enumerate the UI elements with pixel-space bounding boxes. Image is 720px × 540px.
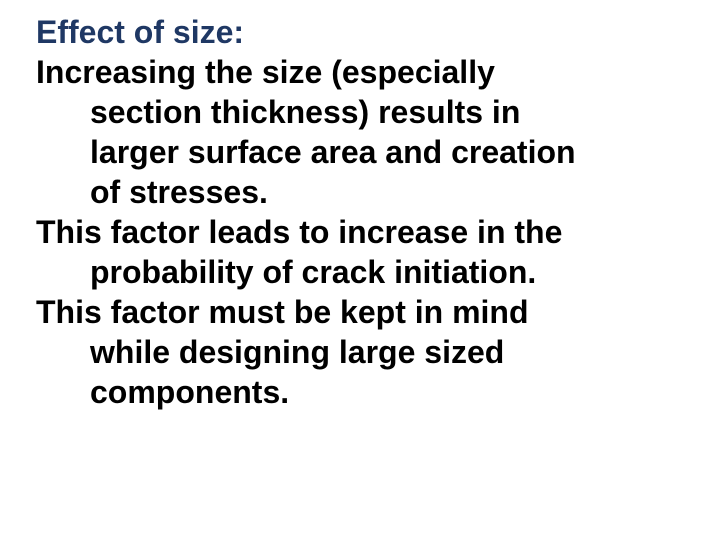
paragraph-1: Increasing the size (especially section … bbox=[36, 52, 680, 212]
text-line: components. bbox=[36, 372, 680, 412]
text-line: section thickness) results in bbox=[36, 92, 680, 132]
paragraph-2: This factor leads to increase in the pro… bbox=[36, 212, 680, 292]
text-line: of stresses. bbox=[36, 172, 680, 212]
text-line: probability of crack initiation. bbox=[36, 252, 680, 292]
paragraph-3: This factor must be kept in mind while d… bbox=[36, 292, 680, 412]
text-line: This factor must be kept in mind bbox=[36, 292, 680, 332]
slide-heading: Effect of size: bbox=[36, 12, 680, 52]
text-line: This factor leads to increase in the bbox=[36, 212, 680, 252]
heading-text: Effect of size: bbox=[36, 12, 680, 52]
slide: Effect of size: Increasing the size (esp… bbox=[0, 0, 720, 540]
text-line: Increasing the size (especially bbox=[36, 52, 680, 92]
text-line: larger surface area and creation bbox=[36, 132, 680, 172]
text-line: while designing large sized bbox=[36, 332, 680, 372]
